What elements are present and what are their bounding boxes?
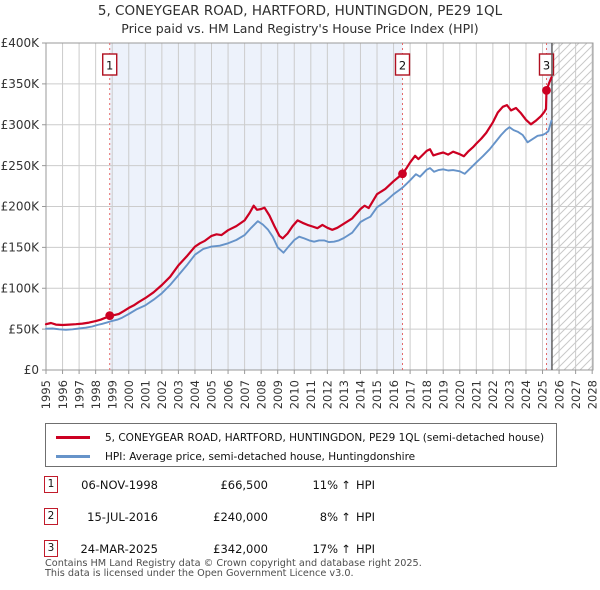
x-tick-label: 2022 [486, 380, 500, 409]
footer-line-2: This data is licensed under the Open Gov… [45, 568, 354, 580]
sale-price: £66,500 [220, 477, 268, 492]
x-tick-label: 2004 [188, 380, 202, 409]
legend-item-price-paid: 5, CONEYGEAR ROAD, HARTFORD, HUNTINGDON,… [46, 428, 556, 447]
table-row: 1 06-NOV-1998 £66,500 11% ↑ HPI [44, 476, 564, 493]
sale-number-text: 2 [399, 59, 406, 73]
sale-date: 06-NOV-1998 [81, 477, 158, 492]
hpi-line [45, 119, 553, 331]
x-tick-label: 2020 [453, 380, 467, 409]
x-tick-label: 2026 [552, 380, 566, 409]
sale-date: 15-JUL-2016 [87, 509, 158, 524]
up-arrow-icon: ↑ [341, 509, 351, 524]
sales-table: 1 06-NOV-1998 £66,500 11% ↑ HPI 2 15-JUL… [44, 476, 564, 572]
sale-hpi-label: HPI [356, 477, 375, 492]
sale-hpi-label: HPI [356, 509, 375, 524]
y-tick-label: £400K [1, 38, 41, 50]
copyright-footer: Contains HM Land Registry data © Crown c… [45, 558, 422, 580]
x-axis-ticks: 1995 1996 1997 1998 1999 2000 2001 2002 2003 2004… [39, 370, 599, 409]
x-tick-label: 2019 [436, 380, 450, 409]
x-tick-label: 2005 [205, 380, 219, 409]
x-tick-label: 1996 [56, 380, 70, 409]
y-tick-label: £100K [1, 281, 41, 295]
sale-price: £342,000 [213, 541, 268, 556]
x-tick-label: 2024 [519, 380, 533, 409]
table-row: 3 24-MAR-2025 £342,000 17% ↑ HPI [44, 540, 564, 557]
x-tick-label: 2015 [370, 380, 384, 409]
y-axis-ticks: £0 £50K £100K £150K £200K £250K £300K £350K £400… [1, 38, 46, 377]
x-tick-label: 1998 [89, 380, 103, 409]
sale-event-markers: 1 2 3 [102, 43, 555, 370]
legend-label-price-paid: 5, CONEYGEAR ROAD, HARTFORD, HUNTINGDON,… [105, 431, 545, 444]
sale-point-dot [542, 86, 551, 95]
y-tick-label: £350K [1, 77, 41, 91]
chart-subtitle: Price paid vs. HM Land Registry's House … [121, 21, 479, 36]
x-tick-label: 2028 [585, 380, 599, 409]
x-tick-label: 2014 [354, 380, 368, 409]
y-tick-label: £0 [24, 363, 39, 377]
sale-point-dot [105, 311, 115, 321]
sale-number-text: 3 [543, 59, 550, 73]
x-tick-label: 2012 [321, 380, 335, 409]
sale-date: 24-MAR-2025 [80, 541, 158, 556]
hpi-line-swatch [56, 455, 90, 458]
sale-point-dot [398, 169, 407, 179]
sale-number-badge: 1 [44, 476, 58, 493]
x-tick-label: 2025 [536, 380, 550, 409]
legend-item-hpi: HPI: Average price, semi-detached house,… [46, 447, 556, 466]
x-tick-label: 2010 [287, 380, 301, 409]
sale-hpi-percent: 8% [319, 509, 338, 524]
sale-number-box [102, 53, 118, 76]
price-line-swatch [56, 436, 90, 439]
sale-number-box [394, 53, 411, 76]
x-tick-label: 2017 [403, 380, 417, 409]
up-arrow-icon: ↑ [341, 477, 351, 492]
x-tick-label: 2009 [271, 380, 285, 409]
x-tick-label: 2003 [172, 380, 186, 409]
future-hatched-region [551, 43, 593, 370]
x-tick-label: 1999 [105, 380, 119, 409]
x-tick-label: 2001 [139, 380, 153, 409]
sale-hpi-label: HPI [356, 541, 375, 556]
y-tick-label: £200K [1, 200, 41, 214]
x-tick-label: 1995 [39, 380, 53, 409]
x-tick-label: 2013 [337, 380, 351, 409]
x-tick-label: 1997 [72, 380, 86, 409]
x-tick-label: 2021 [470, 380, 484, 409]
x-tick-label: 2008 [254, 380, 268, 409]
y-tick-label: £300K [1, 118, 41, 132]
chart-title: 5, CONEYGEAR ROAD, HARTFORD, HUNTINGDON,… [97, 3, 503, 19]
x-tick-label: 2027 [569, 380, 583, 409]
x-tick-label: 2000 [122, 380, 136, 409]
sale-number-badge: 3 [44, 540, 58, 557]
x-tick-label: 2023 [503, 380, 517, 409]
y-tick-label: £50K [8, 322, 40, 336]
y-tick-label: £250K [1, 159, 41, 173]
sale-number-box [538, 53, 555, 76]
footer-line-1: Contains HM Land Registry data © Crown c… [45, 558, 422, 569]
x-tick-label: 2002 [155, 380, 169, 409]
x-tick-label: 2011 [304, 380, 318, 409]
sale-number-badge: 2 [44, 508, 58, 525]
x-tick-label: 2007 [238, 380, 252, 409]
x-tick-label: 2006 [221, 380, 235, 409]
table-row: 2 15-JUL-2016 £240,000 8% ↑ HPI [44, 508, 564, 525]
up-arrow-icon: ↑ [341, 541, 351, 556]
x-tick-label: 2016 [387, 380, 401, 409]
price-paid-line [44, 76, 553, 327]
sale-hpi-percent: 11% [312, 477, 338, 492]
sale-number-text: 1 [106, 59, 113, 73]
sale-price: £240,000 [213, 509, 268, 524]
price-history-chart: 1995 1996 1997 1998 1999 2000 2001 2002 2003 2004… [1, 38, 600, 409]
sale-hpi-percent: 17% [312, 541, 338, 556]
chart-legend: 5, CONEYGEAR ROAD, HARTFORD, HUNTINGDON,… [45, 423, 557, 467]
legend-label-hpi: HPI: Average price, semi-detached house,… [105, 450, 416, 463]
x-tick-label: 2018 [420, 380, 434, 409]
y-tick-label: £150K [1, 241, 41, 255]
